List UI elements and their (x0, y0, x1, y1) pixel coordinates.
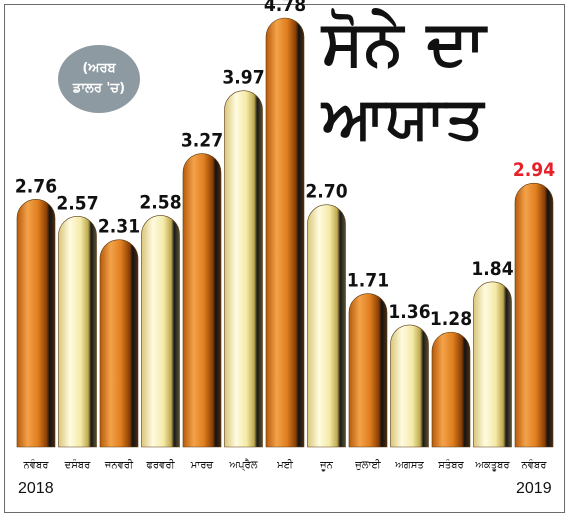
bar-8 (348, 293, 388, 448)
value-label-4: 3.27 (181, 130, 223, 152)
bar-12 (514, 182, 554, 448)
value-label-9: 1.36 (388, 301, 430, 323)
bar-3 (141, 215, 180, 448)
bar-6 (265, 17, 305, 448)
value-label-2: 2.31 (98, 216, 140, 238)
chart-frame (4, 4, 565, 513)
unit-badge-line-1: (ਅਰਬ (82, 61, 116, 76)
bar-5 (224, 90, 263, 448)
category-label-9: ਅਗਸਤ (394, 460, 424, 471)
value-label-10: 1.28 (430, 308, 472, 330)
value-label-5: 3.97 (222, 67, 264, 89)
bar-1 (58, 216, 97, 448)
value-label-0: 2.76 (15, 175, 57, 197)
category-label-2: ਜਨਵਰੀ (104, 459, 134, 471)
bars-layer: 2.76 ਨਵੰਬਰ 2.57 ਦਸੰਬਰ 2.31 ਜਨਵਰੀ 2.58 ਫਰਵਰੀ 3.27… (15, 0, 555, 471)
bar-2 (99, 239, 139, 448)
value-label-7: 2.70 (305, 181, 347, 203)
category-label-10: ਸਤੰਬਰ (437, 459, 464, 471)
category-label-3: ਫਰਵਰੀ (145, 459, 175, 471)
unit-badge-line-2: ਡਾਲਰ 'ਚ) (72, 81, 126, 96)
value-label-3: 2.58 (139, 191, 181, 213)
unit-badge: (ਅਰਬ ਡਾਲਰ 'ਚ) (58, 45, 140, 113)
value-label-12: 2.94 (513, 159, 555, 181)
chart-title-line-1: ਸੋਨੇ ਦਾ (322, 6, 487, 79)
category-label-1: ਦਸੰਬਰ (64, 459, 92, 471)
bar-4 (182, 153, 222, 448)
value-label-1: 2.57 (56, 192, 98, 214)
bar-7 (307, 204, 346, 448)
value-label-6: 4.78 (264, 0, 306, 16)
category-label-4: ਮਾਰਚ (190, 460, 214, 471)
category-label-0: ਨਵੰਬਰ (23, 459, 50, 471)
value-label-8: 1.71 (347, 270, 389, 292)
category-label-7: ਜੂਨ (319, 460, 334, 471)
chart-title-line-2: ਆਯਾਤ (322, 84, 485, 152)
bar-10 (431, 331, 471, 448)
category-label-6: ਮਈ (276, 459, 294, 471)
value-label-11: 1.84 (471, 258, 513, 280)
category-label-5: ਅਪ੍ਰੈਲ (228, 459, 257, 471)
bar-0 (16, 199, 56, 448)
category-label-8: ਜੁਲਾਈ (354, 459, 381, 471)
category-label-12: ਨਵੰਬਰ (521, 459, 548, 471)
bar-9 (390, 324, 429, 448)
category-label-11: ਅਕਤੂਬਰ (474, 460, 510, 471)
year-start-label: 2018 (18, 480, 54, 497)
year-end-label: 2019 (516, 480, 552, 497)
bar-11 (473, 281, 512, 448)
